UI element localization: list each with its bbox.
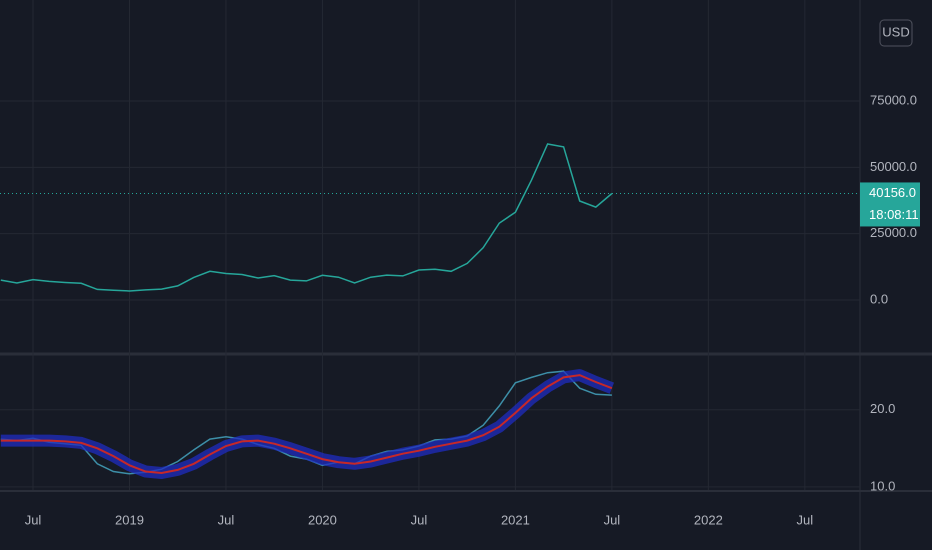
y-tick-label: 50000.0 (870, 159, 917, 174)
price-line (0, 143, 613, 292)
currency-button[interactable] (879, 19, 913, 47)
y-tick-label: 10.0 (870, 478, 895, 493)
x-tick-label: Jul (25, 512, 42, 527)
y-tick-label: 20.0 (870, 401, 895, 416)
x-tick-label: 2019 (115, 512, 144, 527)
y-tick-label: 75000.0 (870, 92, 917, 107)
y-tick-label: 25000.0 (870, 225, 917, 240)
indicator-line (0, 374, 613, 475)
x-tick-label: 2020 (308, 512, 337, 527)
x-tick-label: Jul (411, 512, 428, 527)
countdown: 18:08:11 (869, 207, 919, 222)
x-tick-label: Jul (604, 512, 621, 527)
x-tick-label: Jul (218, 512, 235, 527)
x-tick-label: 2021 (501, 512, 530, 527)
y-tick-label: 0.0 (870, 291, 888, 306)
x-tick-label: Jul (797, 512, 814, 527)
last-price-label: 40156.0 (869, 185, 916, 200)
last-price-badge (860, 182, 920, 227)
x-tick-label: 2022 (694, 512, 723, 527)
currency[interactable]: USD (882, 24, 909, 39)
